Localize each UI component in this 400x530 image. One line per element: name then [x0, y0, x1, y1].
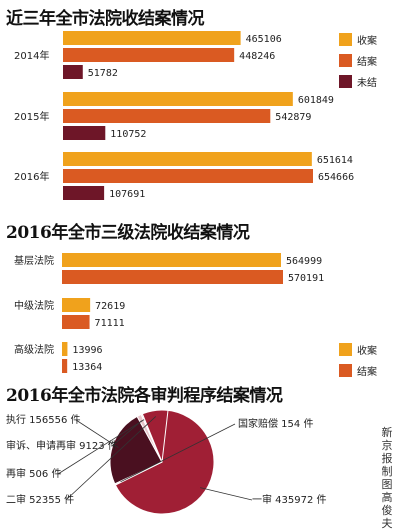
- chart1-data-label: 107691: [109, 189, 145, 200]
- chart1-category-label: 2015年: [14, 110, 49, 123]
- chart2-legend-swatch: [339, 364, 352, 377]
- chart1-data-label: 654666: [318, 172, 354, 183]
- pie-slice-label: 执行 156556 件: [6, 413, 81, 426]
- chart2-category-label: 高级法院: [14, 343, 54, 356]
- chart1-legend-label: 未结: [357, 76, 377, 89]
- chart1-data-label: 51782: [88, 68, 118, 79]
- chart1-legend-swatch: [339, 54, 352, 67]
- chart3-title: 2016年全市法院各审判程序结案情况: [6, 386, 283, 406]
- chart1-data-label: 465106: [246, 34, 282, 45]
- pie-slice: [114, 409, 215, 515]
- chart2-category-label: 中级法院: [14, 299, 54, 312]
- pie-slice-label: 国家赔偿 154 件: [238, 417, 313, 430]
- chart2-category-label: 基层法院: [14, 254, 54, 267]
- chart2-title: 2016年全市三级法院收结案情况: [6, 223, 250, 243]
- chart2-data-label: 13364: [72, 362, 102, 373]
- pie-leader-line: [111, 420, 142, 447]
- chart2-bar: [62, 298, 91, 312]
- chart2-data-label: 564999: [286, 256, 322, 267]
- chart2-legend-swatch: [339, 343, 352, 356]
- chart1-title: 近三年全市法院收结案情况: [6, 9, 205, 29]
- pie-slice-label: 再审 506 件: [6, 467, 61, 480]
- chart2-legend-label: 结案: [357, 365, 377, 378]
- chart1-data-label: 110752: [110, 129, 146, 140]
- chart2-bar: [62, 253, 281, 267]
- chart1-category-label: 2014年: [14, 49, 49, 62]
- pie-leader-line: [65, 416, 157, 501]
- chart1-bar: [63, 186, 105, 200]
- chart1-bar: [63, 31, 241, 45]
- chart2-data-label: 72619: [95, 301, 125, 312]
- credit-text: 新京报制图高俊夫: [381, 426, 393, 530]
- chart1-legend-label: 结案: [357, 55, 377, 68]
- chart2-data-label: 570191: [288, 273, 324, 284]
- chart2-bar: [62, 315, 90, 329]
- chart1-legend-label: 收案: [357, 34, 377, 47]
- chart1-data-label: 651614: [317, 155, 353, 166]
- chart1-bar: [63, 48, 235, 62]
- chart2-bar: [62, 342, 68, 356]
- pie-leader-line: [120, 423, 236, 483]
- pie-slice-label: 审诉、申请再审 9123 件: [6, 439, 118, 452]
- pie-leader-line: [200, 487, 253, 501]
- chart2-data-label: 71111: [95, 318, 125, 329]
- pie-slice-label: 二审 52355 件: [6, 493, 74, 506]
- chart2-bar: [62, 270, 283, 284]
- chart1-legend-swatch: [339, 75, 352, 88]
- chart1-data-label: 601849: [298, 95, 334, 106]
- chart2-bar: [62, 359, 68, 373]
- chart1-data-label: 542879: [275, 112, 311, 123]
- chart2-data-label: 13996: [72, 345, 102, 356]
- chart1-bar: [63, 65, 83, 79]
- chart1-bar: [63, 126, 106, 140]
- pie-slice-label: 一审 435972 件: [252, 493, 327, 506]
- chart1-bar: [63, 169, 313, 183]
- chart1-legend-swatch: [339, 33, 352, 46]
- chart1-data-label: 448246: [239, 51, 275, 62]
- chart2-legend-label: 收案: [357, 344, 377, 357]
- chart1-bar: [63, 92, 293, 106]
- pie-leader-line: [75, 419, 119, 448]
- chart1-bar: [63, 152, 312, 166]
- chart1-category-label: 2016年: [14, 170, 49, 183]
- pie-leader-line: [57, 419, 145, 475]
- chart1-bar: [63, 109, 271, 123]
